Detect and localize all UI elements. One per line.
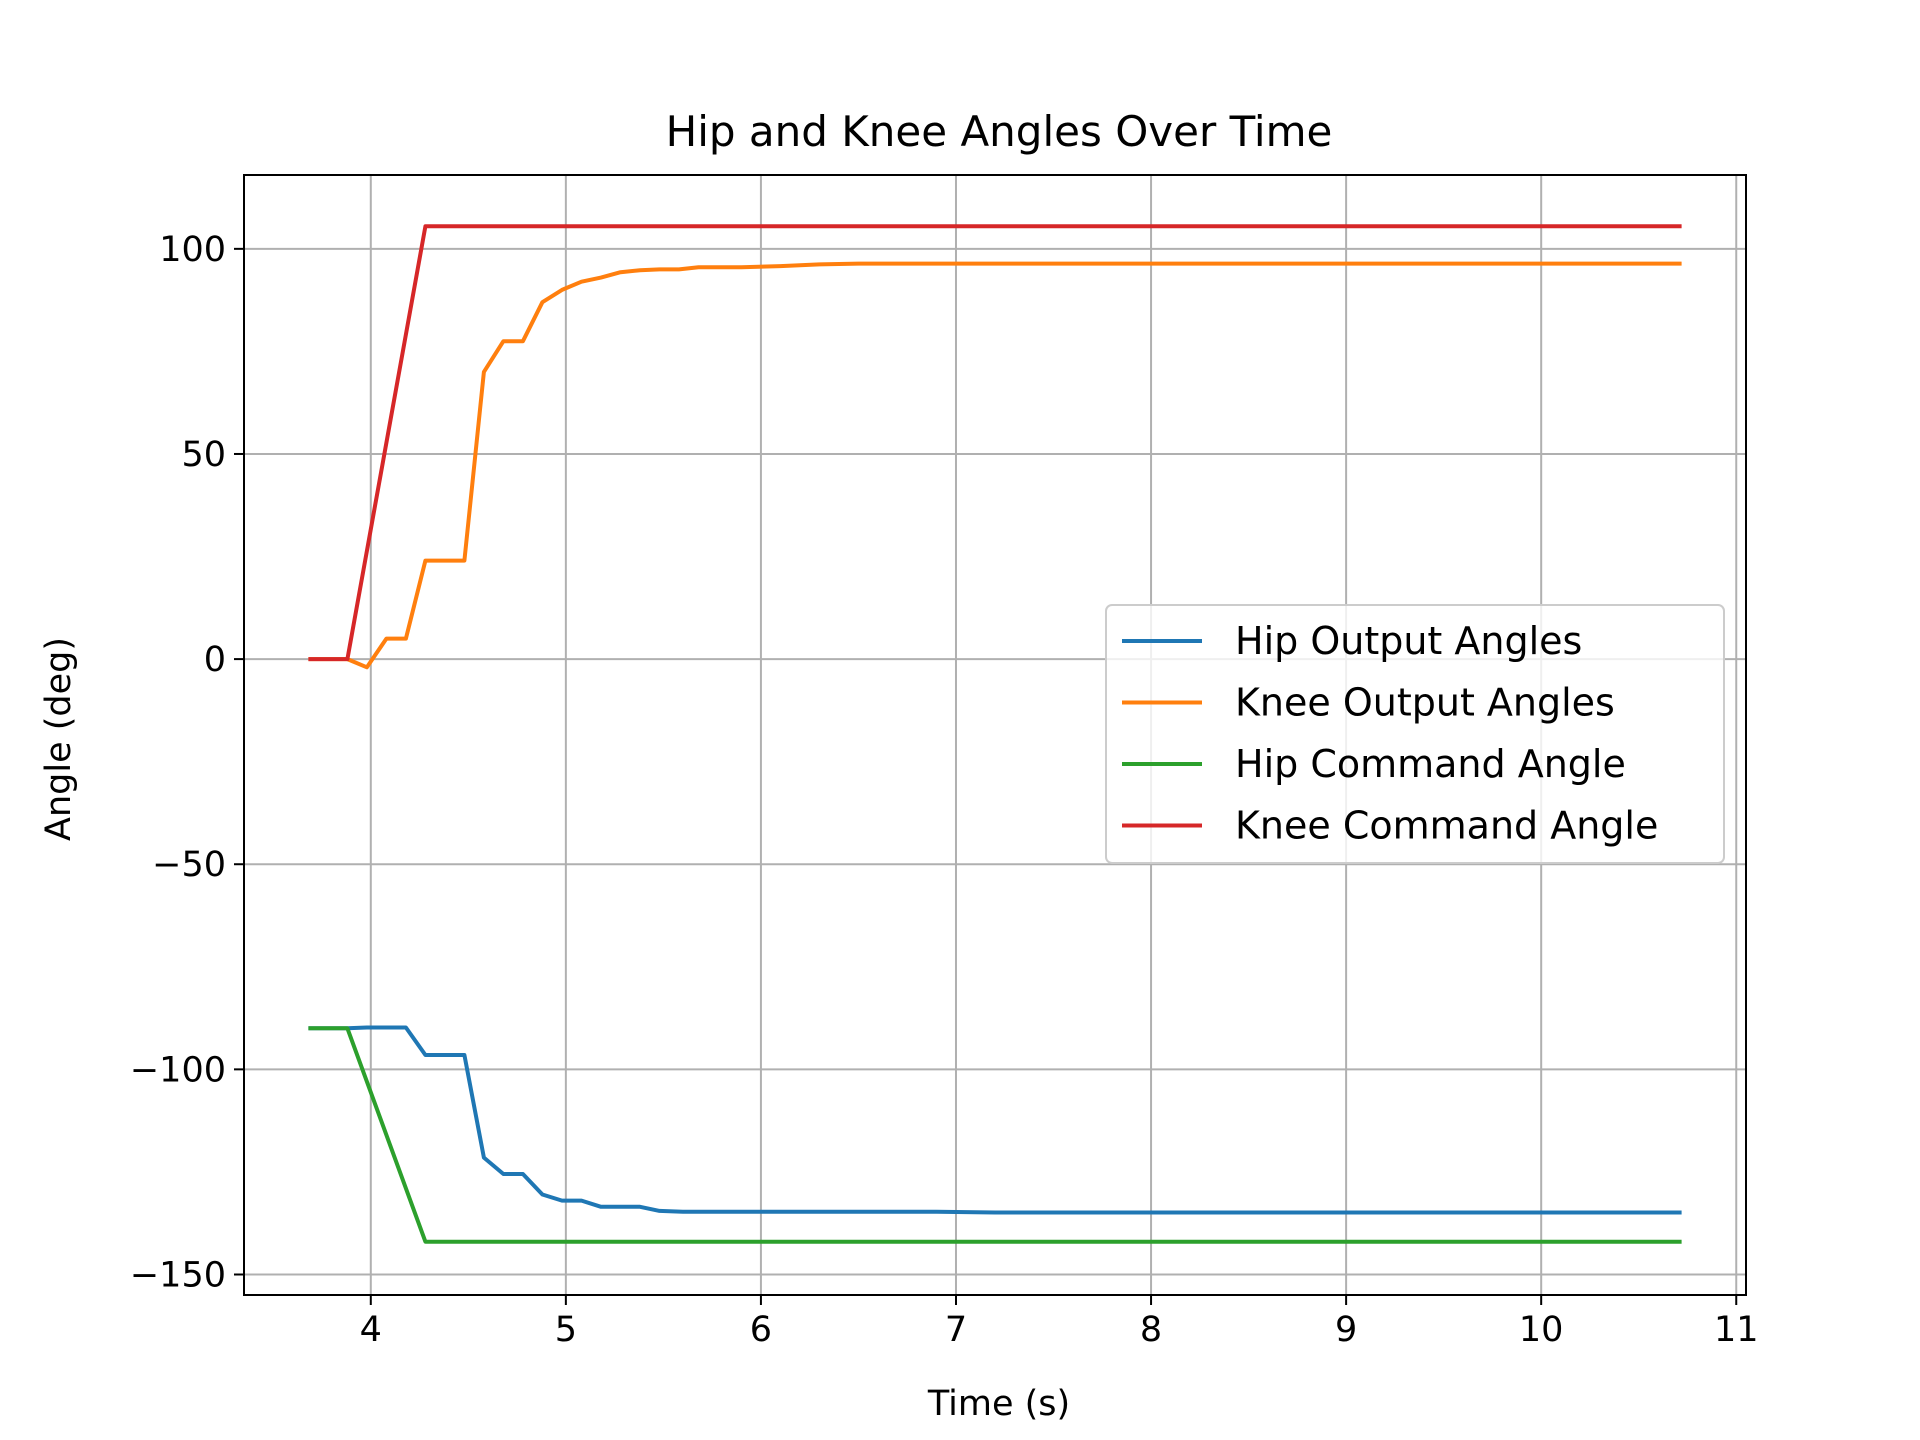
legend-label-hip-command-angle: Hip Command Angle (1235, 742, 1626, 786)
y-tick-label: 0 (204, 640, 226, 680)
chart-title: Hip and Knee Angles Over Time (666, 107, 1333, 156)
x-tick-label: 5 (555, 1310, 577, 1350)
series-lines (308, 224, 1682, 1244)
plot-frame (243, 174, 1747, 1296)
legend-label-knee-command-angle: Knee Command Angle (1235, 804, 1658, 848)
legend-label-hip-output-angles: Hip Output Angles (1235, 619, 1582, 663)
x-tick-label: 7 (945, 1310, 967, 1350)
series-line-hip-output-angles (308, 1025, 1682, 1215)
x-axis-title: Time (s) (927, 1384, 1070, 1424)
x-tick-label: 11 (1714, 1310, 1759, 1350)
legend: Hip Output Angles Knee Output Angles Hip C… (1105, 604, 1725, 864)
series-line-hip-command-angle (308, 1026, 1682, 1244)
x-tick-label: 4 (360, 1310, 382, 1350)
y-axis-title: Angle (deg) (39, 637, 79, 841)
legend-box (1105, 604, 1725, 864)
x-tick-label: 9 (1335, 1310, 1357, 1350)
x-tick-label: 10 (1519, 1310, 1564, 1350)
series-line-knee-command-angle (308, 224, 1682, 662)
y-tick-label: −150 (130, 1255, 226, 1295)
series-line-knee-output-angles (308, 261, 1682, 670)
axis-ticks: 4 5 6 7 8 9 10 11 100 50 0 −50 −100 −150 (130, 230, 1759, 1350)
y-tick-label: −100 (130, 1050, 226, 1090)
y-tick-label: 50 (181, 435, 226, 475)
x-tick-label: 8 (1140, 1310, 1162, 1350)
x-tick-label: 6 (750, 1310, 772, 1350)
legend-label-knee-output-angles: Knee Output Angles (1235, 681, 1615, 725)
y-tick-label: 100 (159, 230, 226, 270)
y-tick-label: −50 (152, 845, 226, 885)
